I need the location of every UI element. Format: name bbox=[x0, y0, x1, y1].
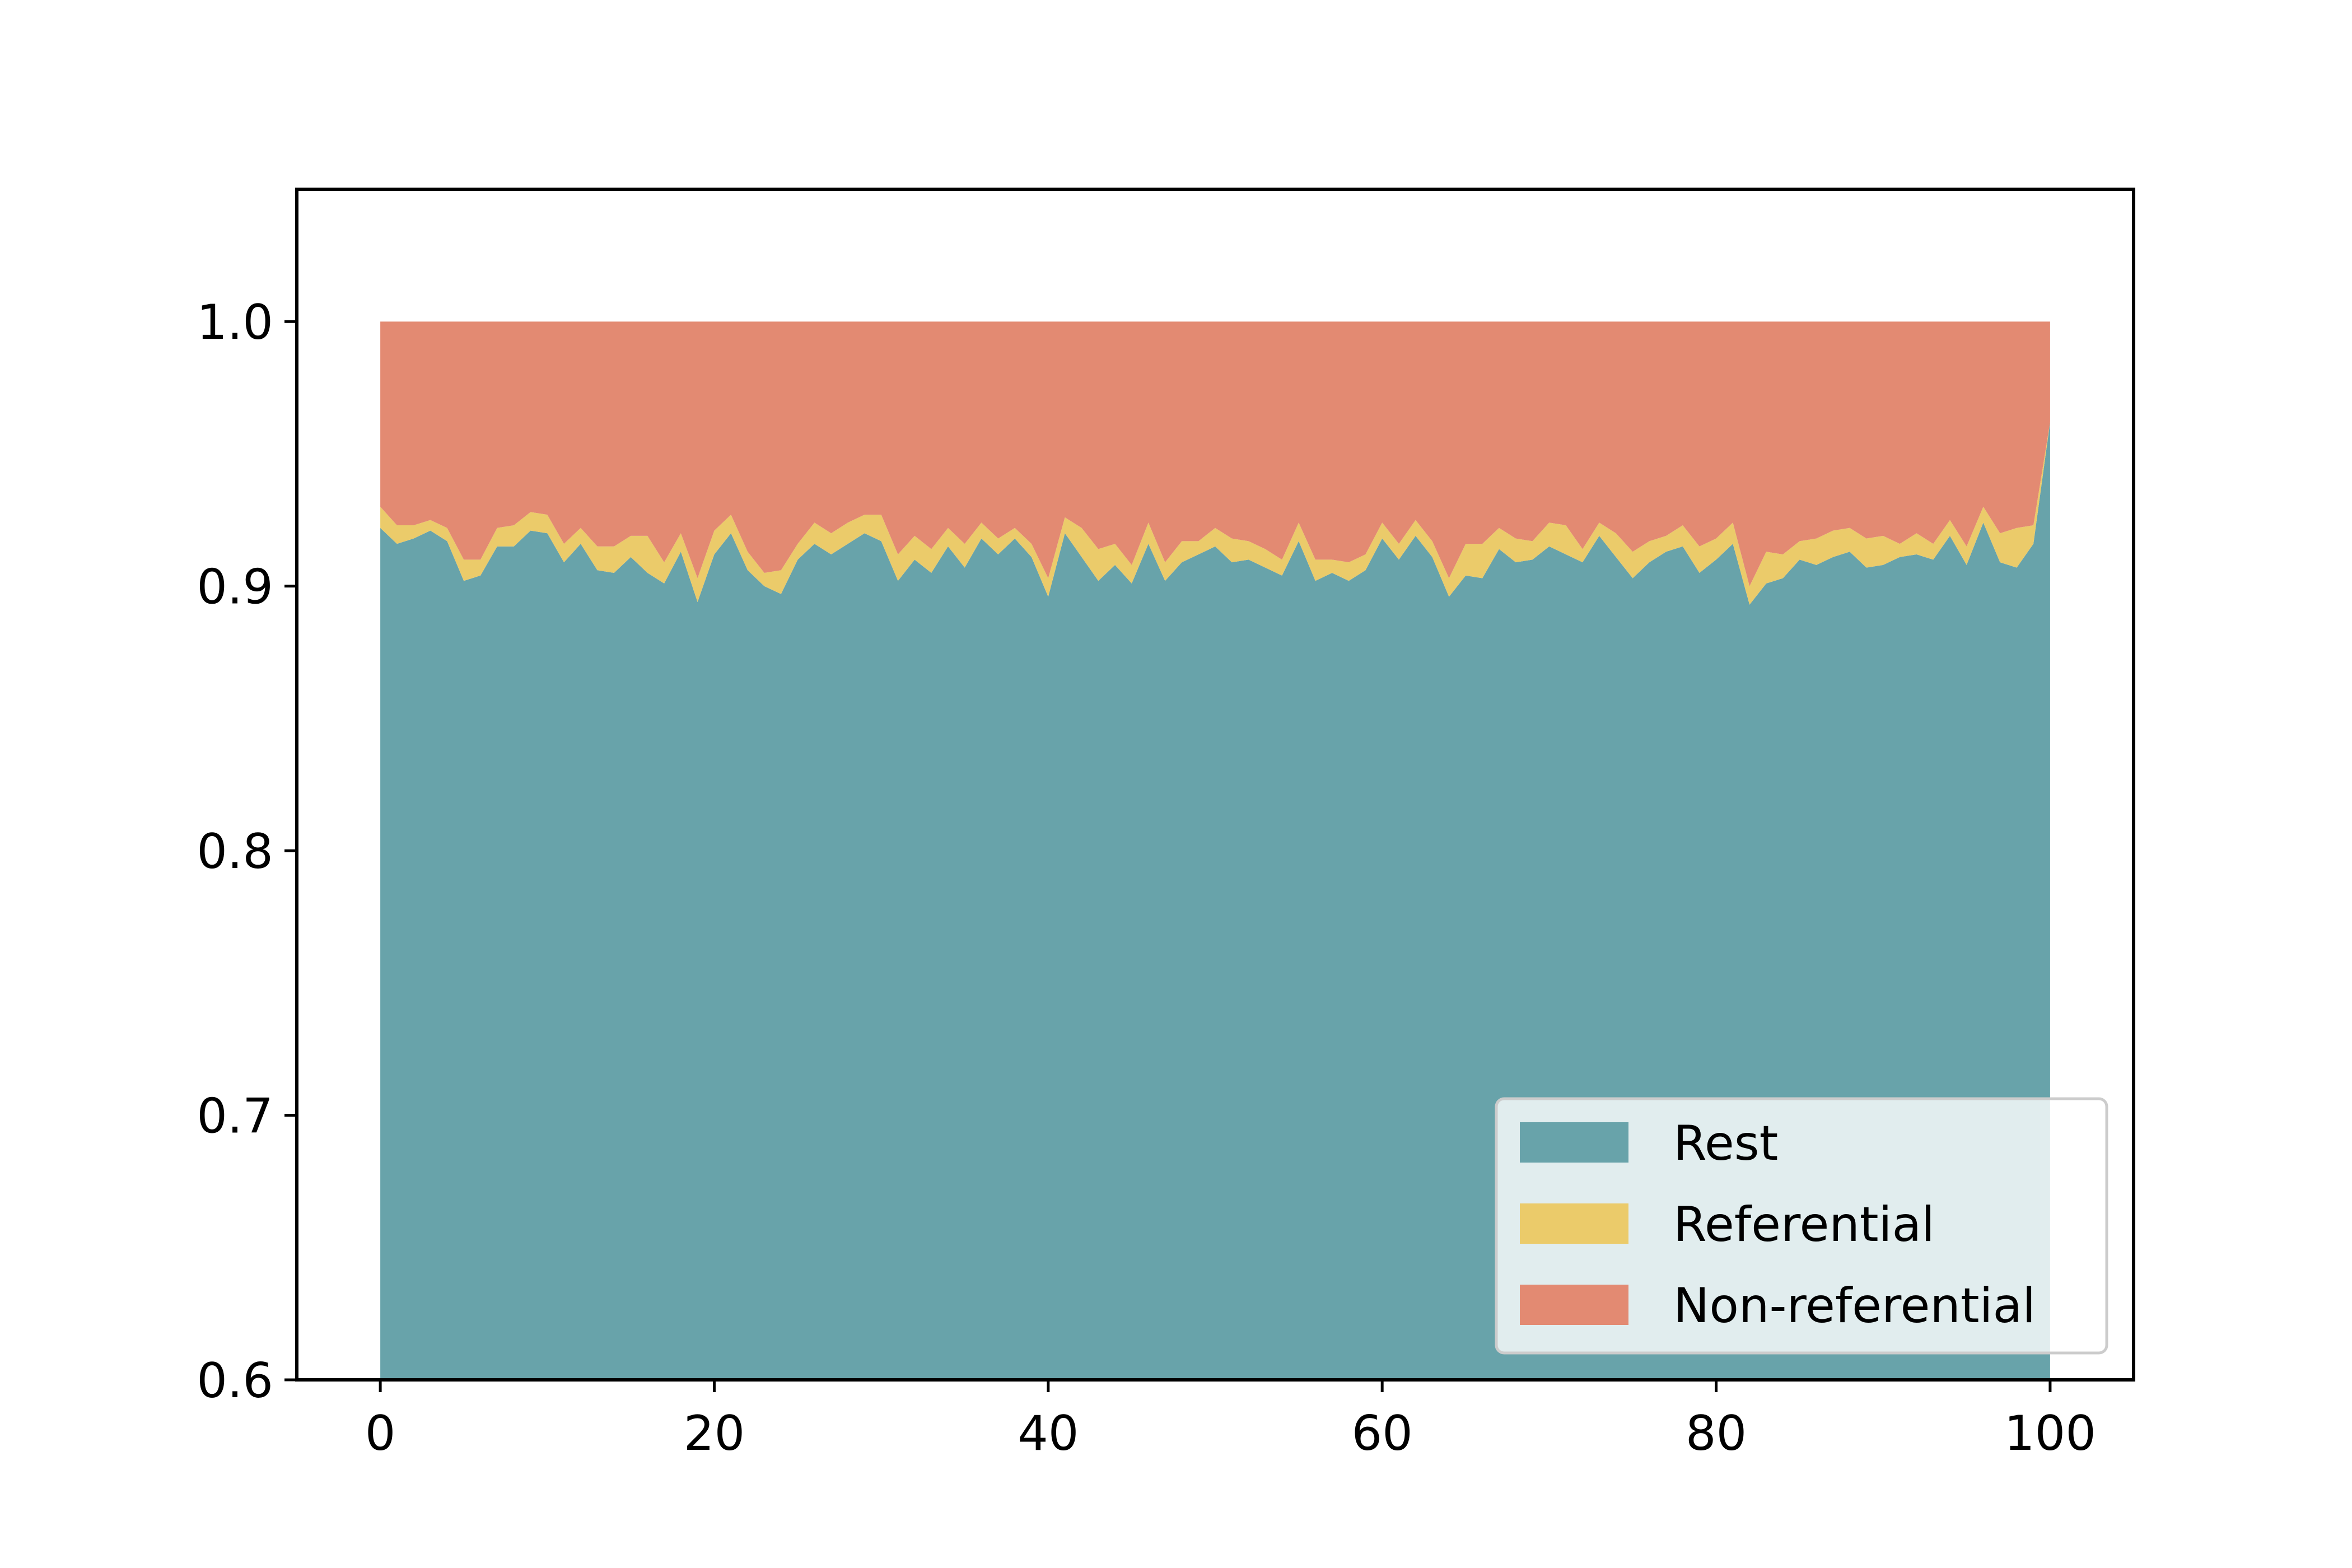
y-tick-label: 0.7 bbox=[197, 1089, 273, 1145]
legend-label: Rest bbox=[1673, 1116, 1778, 1172]
legend-swatch bbox=[1520, 1285, 1628, 1325]
x-tick-label: 80 bbox=[1686, 1406, 1747, 1462]
legend-box bbox=[1495, 1097, 2108, 1355]
x-axis: 0 20 40 60 80 100 bbox=[365, 1380, 2096, 1462]
plot-frame bbox=[295, 188, 2135, 1382]
x-tick-label: 60 bbox=[1351, 1406, 1412, 1462]
legend-swatch bbox=[1520, 1203, 1628, 1244]
legend-label: Referential bbox=[1673, 1197, 1935, 1253]
x-tick-label: 20 bbox=[684, 1406, 745, 1462]
y-axis: 0.6 0.7 0.8 0.9 1.0 bbox=[197, 295, 297, 1409]
legend-label: Non-referential bbox=[1673, 1278, 2036, 1334]
area-series-non-referential bbox=[380, 321, 2050, 586]
y-tick-label: 0.8 bbox=[197, 824, 273, 880]
area-series-referential bbox=[380, 422, 2050, 605]
x-tick-label: 40 bbox=[1018, 1406, 1079, 1462]
legend-swatch bbox=[1520, 1122, 1628, 1163]
y-tick-label: 1.0 bbox=[197, 295, 273, 351]
y-tick-label: 0.9 bbox=[197, 559, 273, 615]
legend: Rest Referential Non-referential bbox=[1495, 1097, 2108, 1355]
y-tick-label: 0.6 bbox=[197, 1353, 273, 1409]
x-tick-label: 0 bbox=[365, 1406, 396, 1462]
x-tick-label: 100 bbox=[2004, 1406, 2096, 1462]
